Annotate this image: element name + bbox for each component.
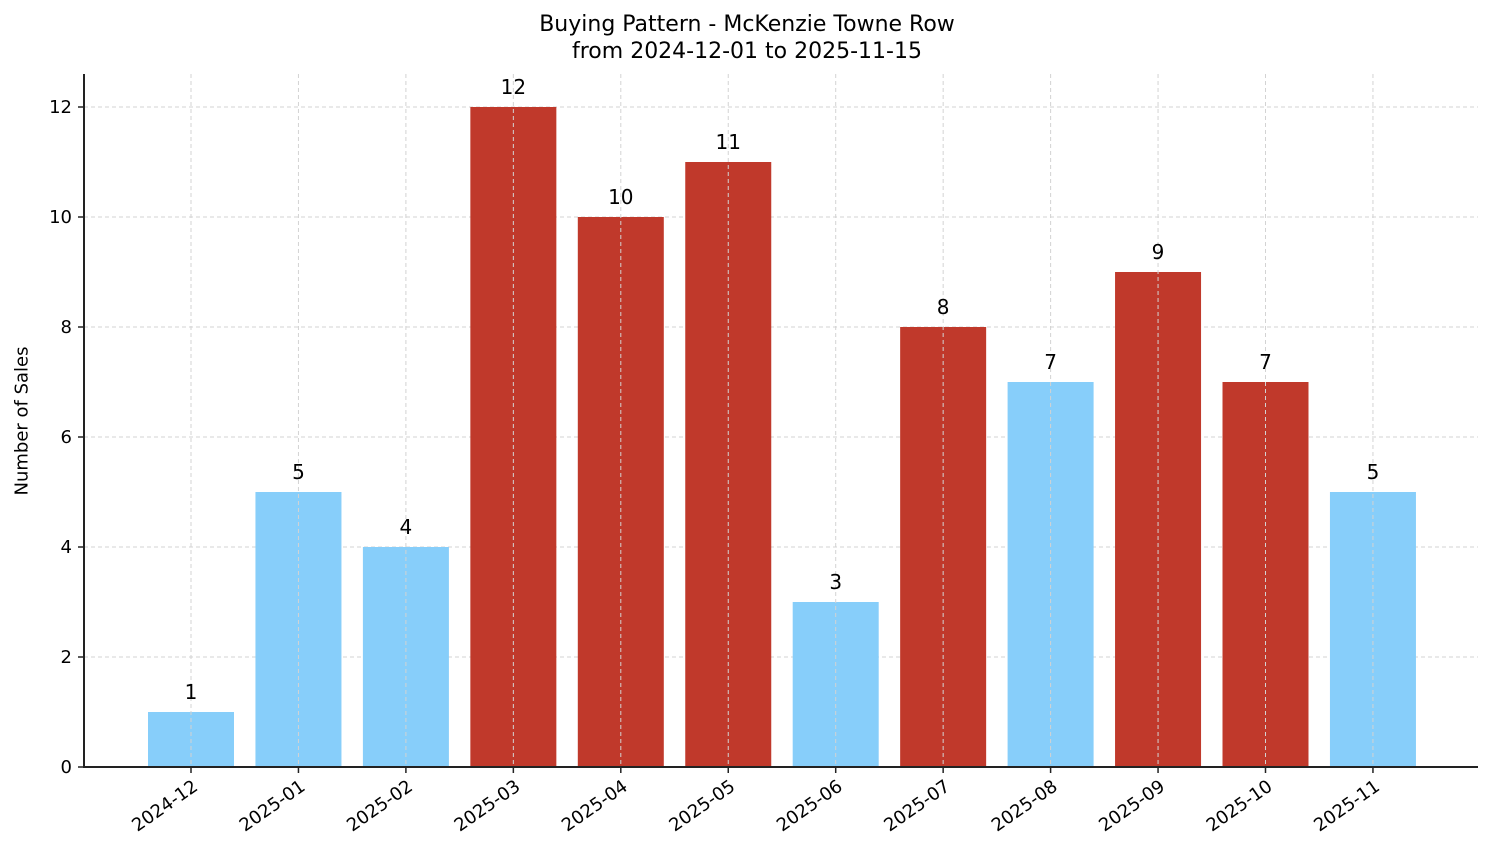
bar-value-label: 1 [185,680,198,704]
bar-value-label: 7 [1259,350,1272,374]
x-tick-label: 2025-11 [1310,776,1384,836]
x-tick-label: 2025-01 [236,776,310,836]
bar-value-label: 4 [400,515,413,539]
bar-2025-03 [470,107,557,767]
vertical-gridlines [190,74,1374,767]
x-tick-label: 2025-06 [773,776,847,836]
x-tick-label: 2025-09 [1095,776,1169,836]
x-tick-label: 2025-02 [343,776,417,836]
bar-value-label: 5 [1367,460,1380,484]
x-tick-label: 2024-12 [128,776,202,836]
x-tick-label: 2025-04 [558,776,632,836]
bar-value-label: 11 [716,130,741,154]
bar-value-label: 3 [829,570,842,594]
bar-value-label: 8 [937,295,950,319]
x-tick-label: 2025-10 [1203,776,1277,836]
chart-subtitle: from 2024-12-01 to 2025-11-15 [572,39,922,64]
y-tick-label: 6 [61,427,72,448]
x-tick-label: 2025-05 [665,776,739,836]
bar-value-label: 5 [292,460,305,484]
y-tick-label: 4 [61,537,72,558]
chart-title: Buying Pattern - McKenzie Towne Row [539,12,955,37]
x-tick-label: 2025-08 [988,776,1062,836]
bar-value-labels: 1 5 4 12 10 11 3 8 7 9 7 5 [185,75,1380,704]
y-tick-label: 12 [49,97,72,118]
bar-value-label: 12 [501,75,526,99]
bar-value-label: 10 [608,185,633,209]
bar-2025-05 [685,162,772,767]
x-tick-label: 2025-07 [880,776,954,836]
bar-value-label: 7 [1044,350,1057,374]
bar-value-label: 9 [1152,240,1165,264]
x-tick-label: 2025-03 [451,776,525,836]
y-tick-label: 0 [61,757,72,778]
y-tick-label: 2 [61,647,72,668]
y-tick-label: 10 [49,207,72,228]
y-tick-label: 8 [61,317,72,338]
